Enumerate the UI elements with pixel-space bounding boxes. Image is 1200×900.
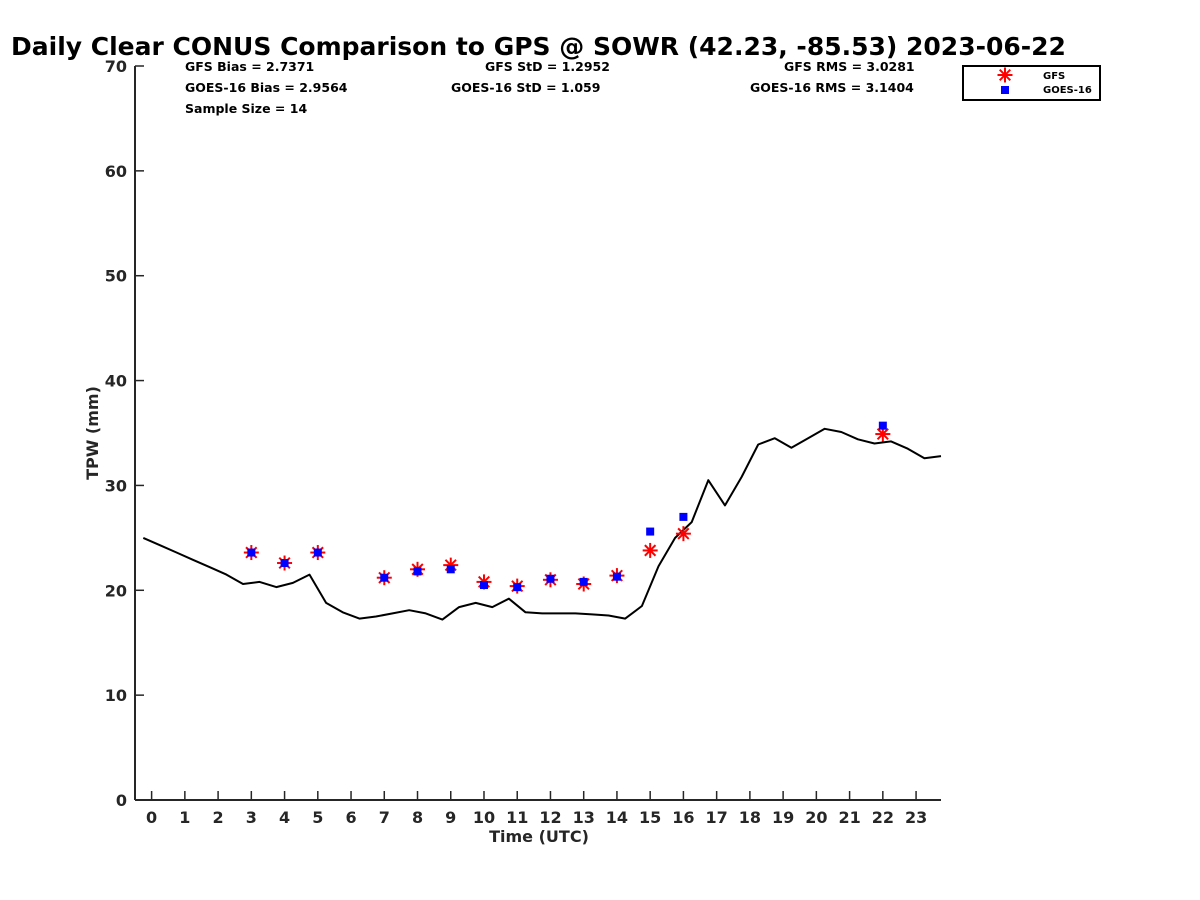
- goes16-point: [612, 572, 621, 581]
- y-axis-label: TPW (mm): [83, 386, 102, 480]
- x-tick-label: 17: [706, 808, 728, 827]
- x-tick-label: 7: [379, 808, 390, 827]
- y-tick-label: 40: [105, 372, 127, 391]
- y-tick-label: 30: [105, 476, 127, 495]
- goes16-point: [313, 548, 322, 557]
- x-tick-label: 2: [213, 808, 224, 827]
- stats-block: GFS Bias = 2.7371 GOES-16 Bias = 2.9564 …: [185, 59, 915, 116]
- stat-gfs-rms: GFS RMS = 3.0281: [784, 59, 915, 74]
- goes16-point: [380, 573, 389, 582]
- goes16-point: [579, 577, 588, 586]
- y-tick-label: 50: [105, 267, 127, 286]
- legend-goes-marker: [1001, 86, 1009, 94]
- x-tick-label: 1: [179, 808, 190, 827]
- chart-title: Daily Clear CONUS Comparison to GPS @ SO…: [11, 32, 1066, 61]
- stat-goes-std: GOES-16 StD = 1.059: [451, 80, 600, 95]
- y-tick-label: 60: [105, 162, 127, 181]
- legend: GFS GOES-16: [962, 65, 1101, 101]
- x-tick-label: 22: [872, 808, 894, 827]
- x-tick-label: 6: [345, 808, 356, 827]
- goes16-point: [878, 421, 887, 430]
- x-tick-label: 19: [772, 808, 794, 827]
- gfs-point: [642, 542, 658, 558]
- legend-goes-label: GOES-16: [1043, 85, 1092, 96]
- x-tick-label: 8: [412, 808, 423, 827]
- gps-series-line: [142, 427, 942, 621]
- stat-sample-size: Sample Size = 14: [185, 101, 307, 116]
- goes16-point: [413, 567, 422, 576]
- y-tick-label: 10: [105, 686, 127, 705]
- x-tick-label: 18: [739, 808, 761, 827]
- y-tick-label: 0: [116, 791, 127, 810]
- stat-gfs-std: GFS StD = 1.2952: [485, 59, 610, 74]
- goes16-point: [546, 574, 555, 583]
- x-tick-label: 3: [246, 808, 257, 827]
- x-tick-label: 12: [539, 808, 561, 827]
- x-tick-label: 10: [473, 808, 495, 827]
- y-tick-label: 20: [105, 581, 127, 600]
- x-tick-label: 15: [639, 808, 661, 827]
- x-tick-label: 20: [805, 808, 827, 827]
- x-tick-label: 14: [606, 808, 628, 827]
- goes16-point: [646, 527, 655, 536]
- stat-goes-bias: GOES-16 Bias = 2.9564: [185, 80, 348, 95]
- goes16-point: [280, 559, 289, 568]
- x-tick-label: 11: [506, 808, 528, 827]
- legend-gfs-marker: [997, 67, 1013, 83]
- gfs-point: [675, 526, 691, 542]
- x-tick-label: 5: [312, 808, 323, 827]
- x-tick-label: 9: [445, 808, 456, 827]
- x-tick-label: 23: [905, 808, 927, 827]
- x-axis-label: Time (UTC): [489, 827, 589, 846]
- goes16-point: [679, 512, 688, 521]
- goes16-point: [513, 583, 522, 592]
- x-tick-label: 16: [672, 808, 694, 827]
- x-tick-label: 21: [838, 808, 860, 827]
- stat-gfs-bias: GFS Bias = 2.7371: [185, 59, 314, 74]
- legend-gfs-asterisk: [997, 67, 1013, 83]
- plot-area: [142, 421, 942, 621]
- x-tick-label: 0: [146, 808, 157, 827]
- goes16-point: [446, 565, 455, 574]
- x-tick-label: 4: [279, 808, 290, 827]
- y-tick-label: 70: [105, 57, 127, 76]
- legend-gfs-label: GFS: [1043, 71, 1065, 82]
- x-tick-label: 13: [573, 808, 595, 827]
- goes16-point: [479, 581, 488, 590]
- goes16-point: [247, 548, 256, 557]
- legend-box: [962, 65, 1101, 101]
- stat-goes-rms: GOES-16 RMS = 3.1404: [750, 80, 914, 95]
